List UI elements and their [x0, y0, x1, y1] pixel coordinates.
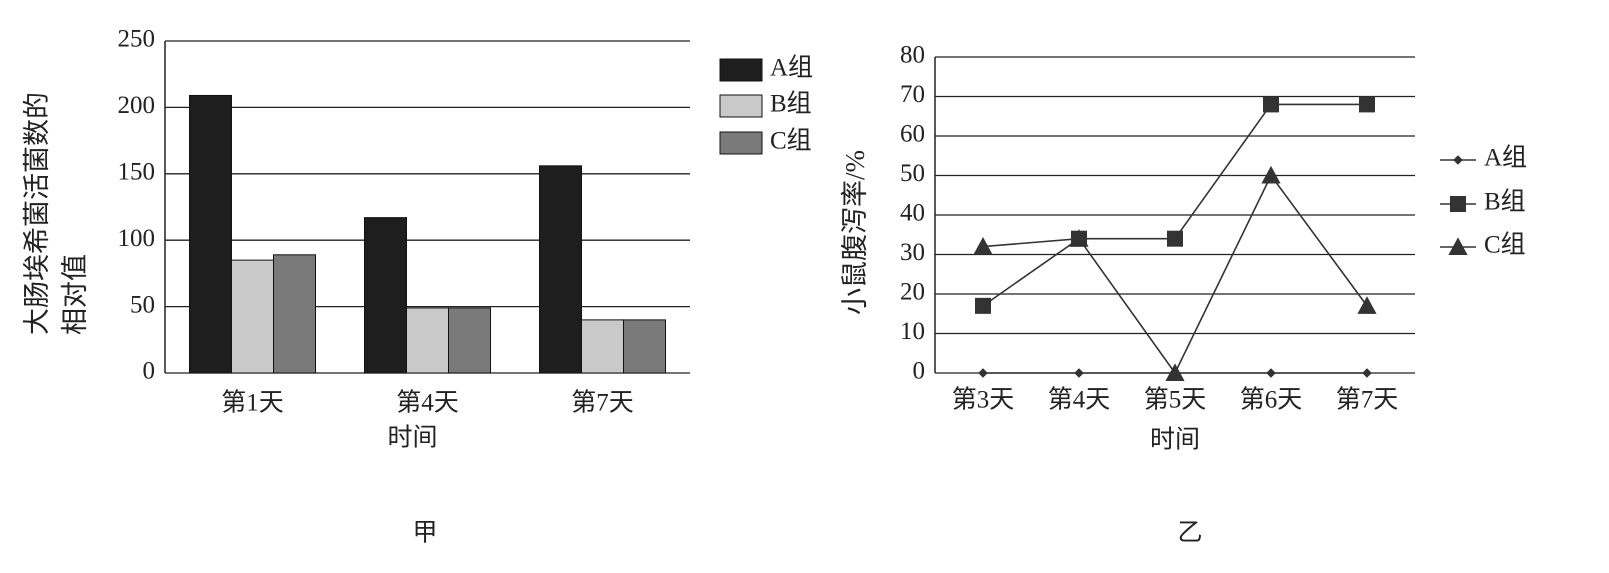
- x-tick-label: 第3天: [952, 386, 1015, 414]
- marker-triangle: [1357, 296, 1377, 314]
- bar: [581, 319, 624, 374]
- legend-label: A组: [1484, 144, 1527, 172]
- y-axis-label: 相对值: [60, 254, 90, 335]
- y-tick-label: 40: [900, 200, 925, 227]
- y-tick-label: 60: [900, 121, 925, 148]
- y-axis-label: 小鼠腹泻率/%: [840, 150, 870, 315]
- marker-square: [1359, 96, 1375, 113]
- line: [982, 103, 1367, 307]
- bar: [231, 259, 274, 374]
- y-tick-label: 150: [118, 159, 156, 186]
- bar: [539, 165, 582, 374]
- legend-label: B组: [770, 90, 812, 118]
- x-tick-label: 第6天: [1240, 386, 1303, 414]
- bar: [623, 319, 666, 374]
- x-axis-label: 时间: [387, 424, 437, 452]
- legend-label: A组: [770, 54, 813, 82]
- y-tick-label: 30: [900, 239, 925, 266]
- y-tick-label: 80: [900, 42, 925, 69]
- y-tick-label: 100: [118, 225, 156, 252]
- legend-swatch: [719, 58, 763, 82]
- marker-diamond: [978, 368, 988, 378]
- x-tick-label: 第7天: [571, 389, 634, 417]
- bar: [364, 217, 407, 374]
- bar: [448, 307, 491, 374]
- marker-square: [975, 297, 991, 314]
- marker-triangle: [1069, 229, 1089, 247]
- marker-triangle: [1165, 363, 1185, 381]
- legend-swatch: [719, 131, 763, 155]
- marker-diamond: [1266, 368, 1276, 378]
- y-tick-label: 250: [118, 26, 156, 53]
- bar: [273, 254, 316, 374]
- y-tick-label: 0: [143, 358, 156, 385]
- line: [982, 173, 1368, 375]
- legend-label: C组: [770, 127, 812, 155]
- x-tick-label: 第7天: [1336, 386, 1399, 414]
- bar: [406, 307, 449, 374]
- marker-triangle: [1448, 237, 1468, 255]
- bar: [189, 94, 232, 374]
- x-tick-label: 第4天: [396, 389, 459, 417]
- y-tick-label: 20: [900, 279, 925, 306]
- legend-label: B组: [1484, 188, 1526, 216]
- x-tick-label: 第1天: [221, 389, 284, 417]
- marker-diamond: [1074, 368, 1084, 378]
- x-axis-label: 时间: [1150, 426, 1200, 454]
- marker-diamond: [1362, 368, 1372, 378]
- y-tick-label: 70: [900, 81, 925, 108]
- x-tick-label: 第5天: [1144, 386, 1207, 414]
- marker-diamond: [1453, 155, 1463, 165]
- caption: 甲: [412, 520, 437, 547]
- legend-label: C组: [1484, 231, 1526, 259]
- marker-triangle: [973, 237, 993, 255]
- y-tick-label: 50: [900, 160, 925, 187]
- marker-square: [1450, 196, 1466, 212]
- y-tick-label: 200: [118, 92, 156, 119]
- marker-square: [1167, 230, 1183, 247]
- y-tick-label: 50: [130, 291, 155, 318]
- marker-square: [1263, 96, 1279, 113]
- legend-swatch: [719, 94, 763, 118]
- y-tick-label: 10: [900, 318, 925, 345]
- y-axis-label: 大肠埃希菌活菌数的: [22, 92, 52, 335]
- x-tick-label: 第4天: [1048, 386, 1111, 414]
- marker-triangle: [1261, 165, 1281, 184]
- caption: 乙: [1177, 520, 1202, 547]
- y-tick-label: 0: [913, 358, 926, 385]
